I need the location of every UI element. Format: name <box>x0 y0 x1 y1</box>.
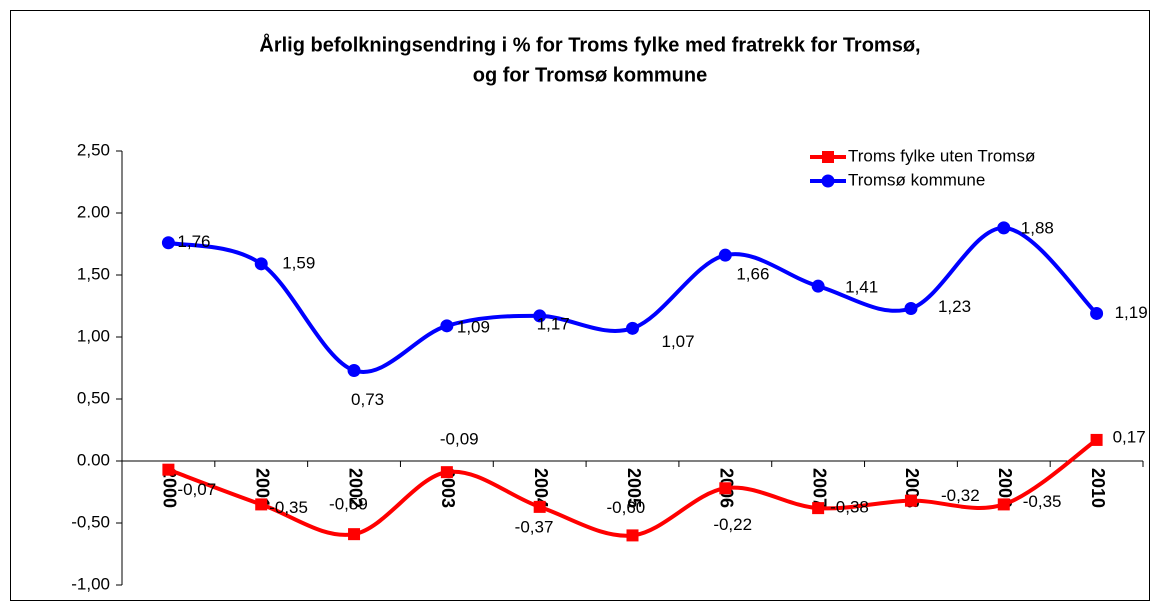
data-label: 1,09 <box>457 317 490 336</box>
data-label: -0,32 <box>941 486 980 505</box>
data-label: 0,17 <box>1113 427 1146 446</box>
y-tick-label: 2.00 <box>77 202 110 221</box>
x-tick-label: 2009 <box>995 468 1015 508</box>
data-point <box>904 494 917 507</box>
data-point <box>347 363 361 377</box>
data-label: 1,76 <box>177 232 210 251</box>
data-label: -0,22 <box>713 515 752 534</box>
data-label: 1,41 <box>845 278 878 297</box>
data-point <box>626 321 639 335</box>
legend-label: Tromsø kommune <box>848 170 985 189</box>
y-tick-label: 1,50 <box>77 264 110 283</box>
data-label: 1,88 <box>1021 218 1054 237</box>
data-label: 0,73 <box>351 390 384 409</box>
data-point <box>162 463 175 476</box>
data-point <box>533 500 546 513</box>
data-label: -0,35 <box>1023 492 1062 511</box>
x-tick-label: 2004 <box>531 468 551 508</box>
data-label: -0,59 <box>329 495 368 514</box>
data-point <box>1090 306 1104 320</box>
data-point <box>904 301 918 315</box>
data-point <box>440 319 454 333</box>
data-label: 1,23 <box>938 297 971 316</box>
data-label: 1,66 <box>736 265 769 284</box>
data-point <box>440 466 453 479</box>
chart-title: Årlig befolkningsendring i % for Troms f… <box>259 32 920 56</box>
data-point <box>719 482 732 495</box>
legend-marker <box>822 151 834 163</box>
data-label: -0,35 <box>269 498 308 517</box>
data-point <box>254 257 268 271</box>
y-tick-label: -1,00 <box>71 574 110 593</box>
data-point <box>811 279 825 293</box>
data-point <box>161 236 175 250</box>
y-tick-label: 2,50 <box>77 140 110 159</box>
chart-frame <box>10 10 1150 601</box>
data-point <box>533 309 547 323</box>
chart-title: og for Tromsø kommune <box>473 64 707 86</box>
data-point <box>997 498 1010 511</box>
data-point <box>718 248 732 262</box>
data-label: -0,07 <box>177 480 216 499</box>
x-tick-label: 2000 <box>160 468 180 508</box>
data-label: 1,19 <box>1115 303 1148 322</box>
x-tick-label: 2010 <box>1088 468 1108 508</box>
data-label: -0,37 <box>515 517 554 536</box>
legend-label: Troms fylke uten Tromsø <box>848 146 1035 165</box>
data-point <box>1090 433 1103 446</box>
x-tick-label: 2001 <box>252 468 272 508</box>
x-tick-label: 2007 <box>809 468 829 508</box>
data-point <box>348 528 361 541</box>
data-point <box>255 498 268 511</box>
y-tick-label: -0,50 <box>71 512 110 531</box>
data-label: -0,09 <box>440 430 479 449</box>
legend-marker <box>821 174 835 188</box>
data-label: 1,59 <box>282 253 315 272</box>
data-label: 1,17 <box>537 314 570 333</box>
y-tick-label: 1,00 <box>77 326 110 345</box>
data-point <box>812 502 825 515</box>
x-tick-label: 2002 <box>345 468 365 508</box>
data-point <box>997 221 1011 235</box>
y-tick-label: 0.00 <box>77 450 110 469</box>
data-point <box>626 529 639 542</box>
data-label: -0,38 <box>830 498 869 517</box>
y-tick-label: 0,50 <box>77 388 110 407</box>
x-tick-label: 2005 <box>624 468 644 508</box>
data-label: 1,07 <box>662 332 695 351</box>
data-label: -0,60 <box>607 498 646 517</box>
